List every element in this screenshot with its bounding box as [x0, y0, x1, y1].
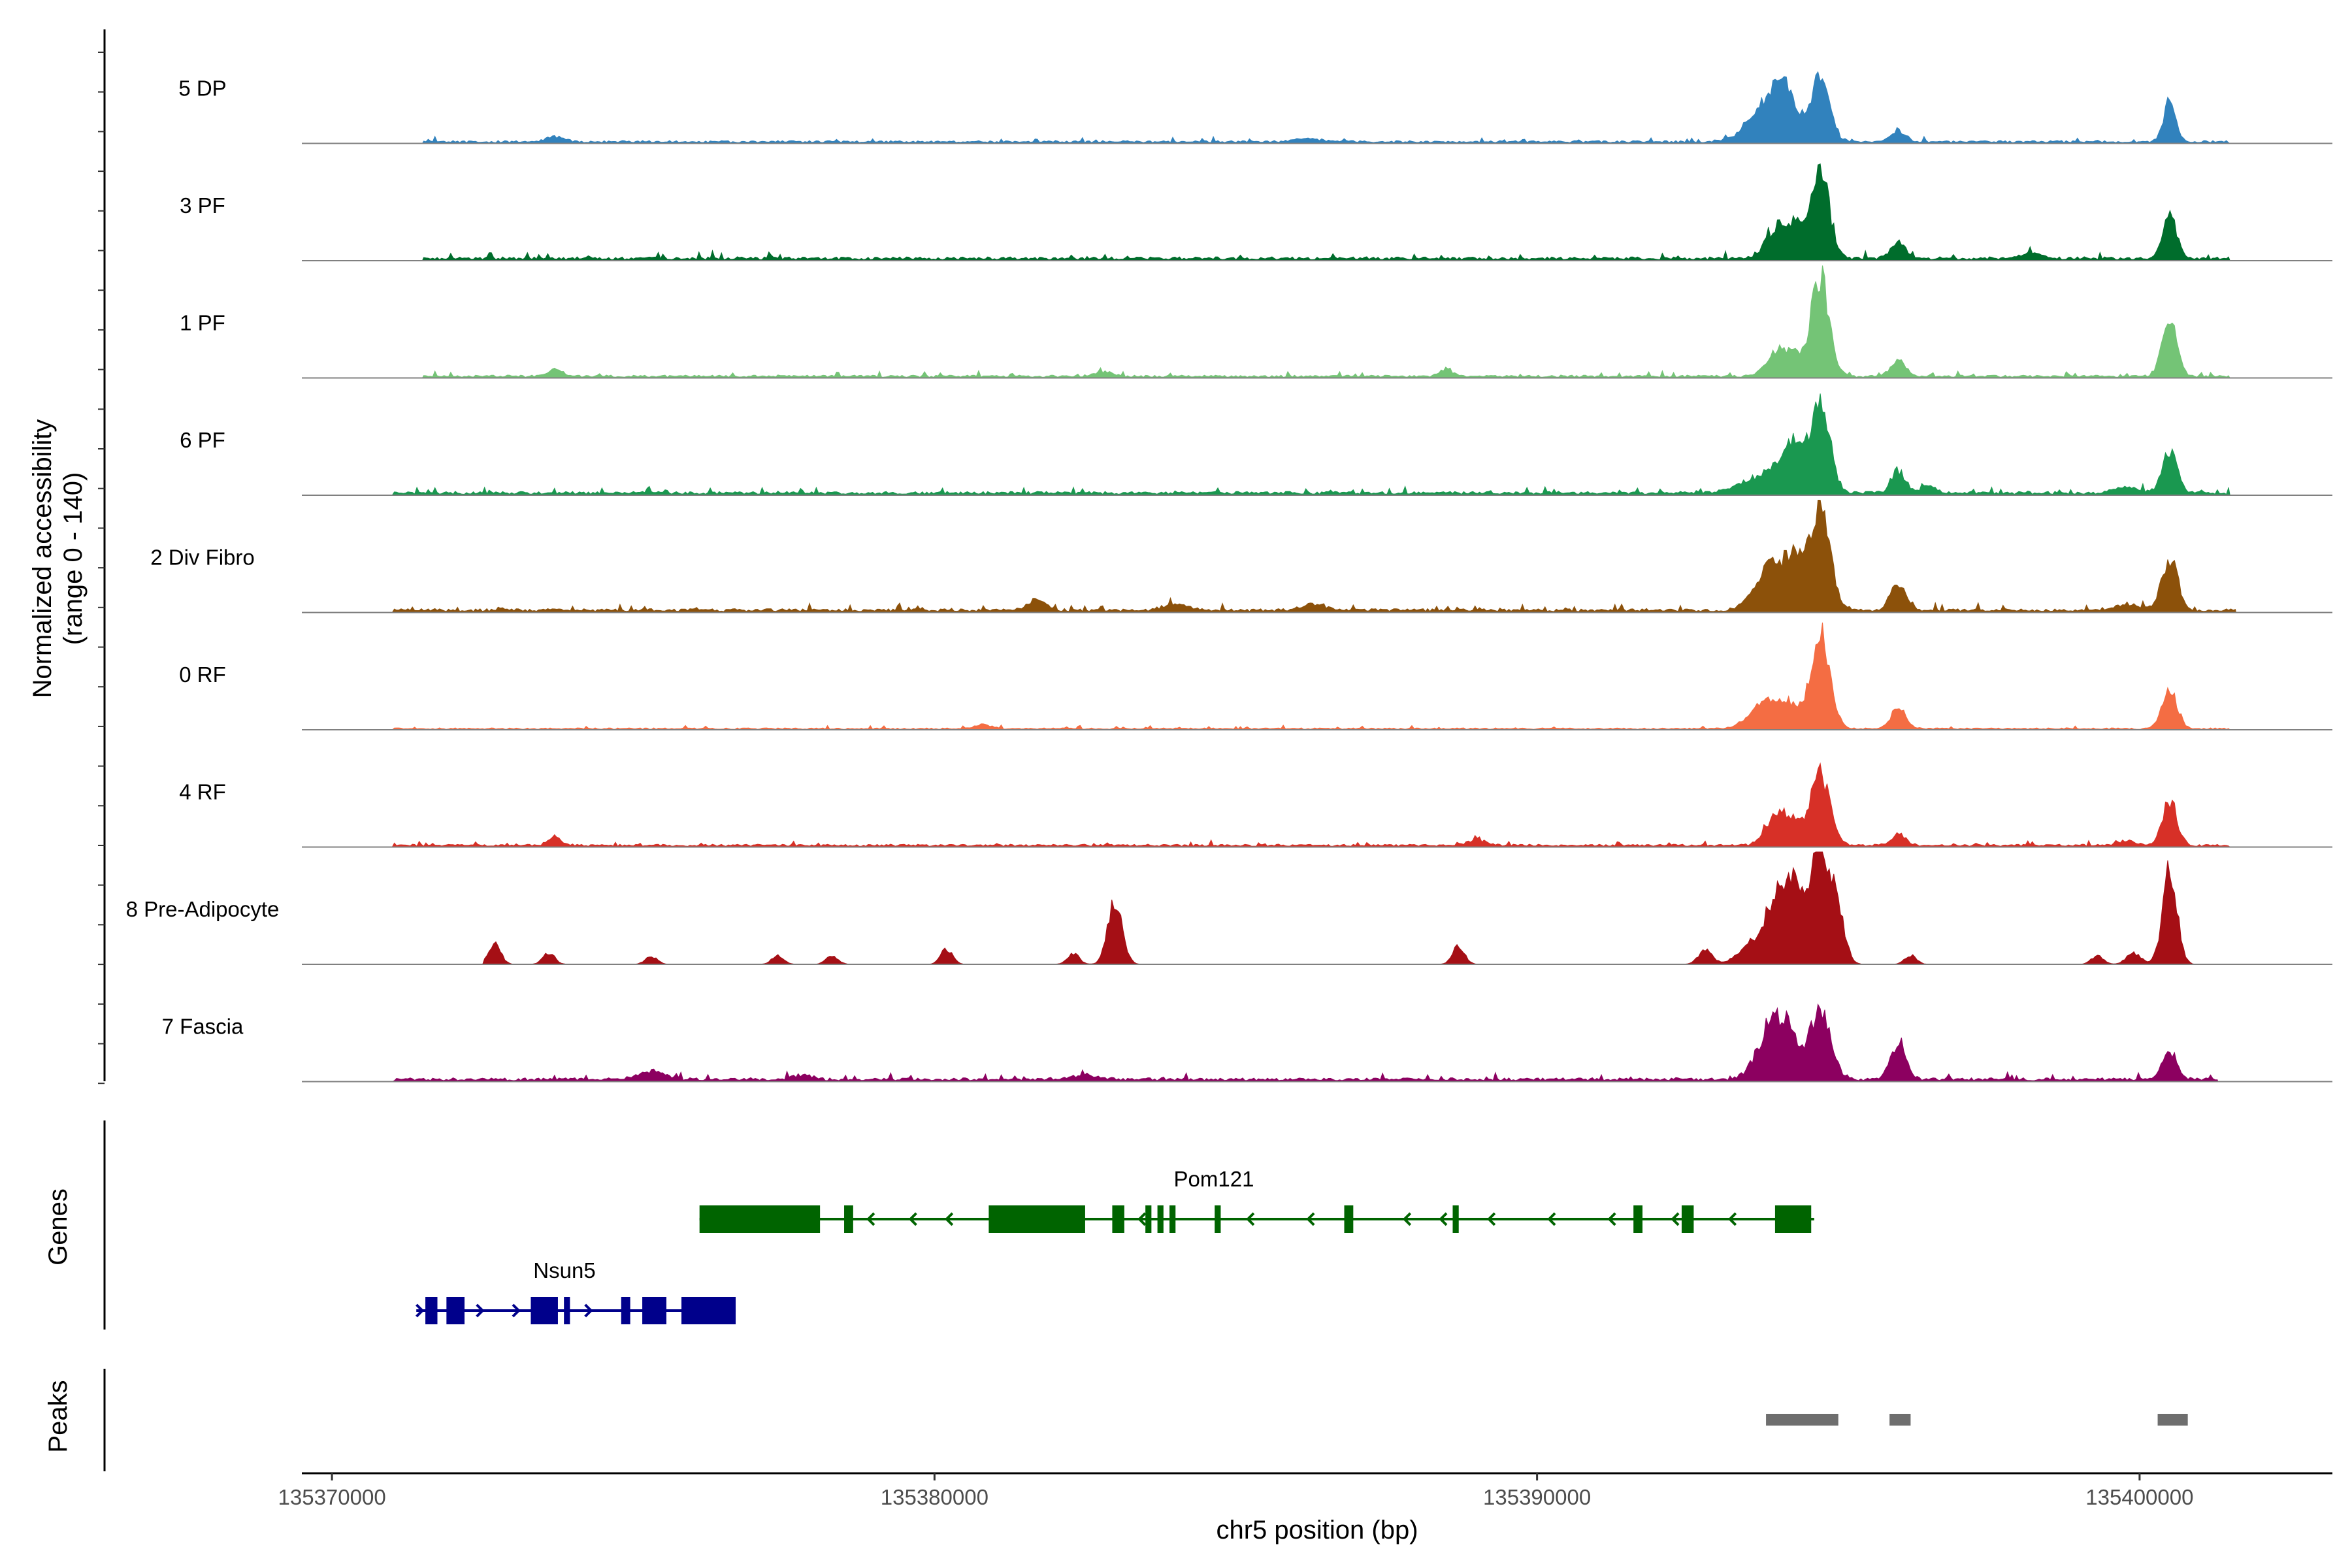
- x-axis: 135370000 135380000 135390000 135400000: [278, 1472, 2332, 1509]
- track-label-8: 7 Fascia: [162, 1015, 244, 1039]
- gene-label-Nsun5: Nsun5: [533, 1258, 595, 1282]
- track-label-3: 6 PF: [180, 428, 225, 452]
- exon-Nsun5-0: [425, 1297, 438, 1324]
- exon-Pom121-0: [699, 1205, 821, 1233]
- exon-Nsun5-1: [446, 1297, 465, 1324]
- x-axis-title: chr5 position (bp): [1216, 1516, 1418, 1544]
- exon-Nsun5-3: [564, 1297, 570, 1324]
- strand-arrow-Nsun5-1: [476, 1303, 485, 1318]
- peak-region-0: [1766, 1414, 1838, 1426]
- strand-arrow-Pom121-12: [1727, 1212, 1737, 1226]
- genes-panel: Pom121 Nsun5: [103, 1120, 1814, 1330]
- exon-Pom121-3: [1112, 1205, 1124, 1233]
- exon-Nsun5-2: [531, 1297, 558, 1324]
- strand-arrow-Pom121-5: [1306, 1212, 1315, 1226]
- track-label-4: 2 Div Fibro: [150, 546, 255, 570]
- coverage-area-4: [391, 500, 2237, 613]
- coverage-area-2: [421, 265, 2231, 378]
- strand-arrow-Nsun5-2: [512, 1303, 521, 1318]
- genes-axis-title: Genes: [44, 1188, 73, 1266]
- x-tick-label-3: 135400000: [2085, 1485, 2193, 1509]
- peak-region-1: [1889, 1414, 1911, 1426]
- strand-arrow-Pom121-9: [1547, 1212, 1556, 1226]
- exon-Nsun5-5: [642, 1297, 666, 1324]
- gene-label-Pom121: Pom121: [1174, 1167, 1254, 1191]
- strand-arrow-Pom121-3: [1137, 1212, 1147, 1226]
- exon-Pom121-9: [1452, 1205, 1459, 1233]
- x-tick-label-2: 135390000: [1483, 1485, 1591, 1509]
- exon-Pom121-7: [1215, 1205, 1221, 1233]
- track-label-5: 0 RF: [179, 662, 226, 687]
- exon-Pom121-10: [1633, 1205, 1643, 1233]
- exon-Pom121-2: [988, 1205, 1085, 1233]
- exon-Pom121-4: [1145, 1205, 1152, 1233]
- coverage-area-8: [392, 1003, 2219, 1082]
- peaks-axis-title: Peaks: [44, 1380, 73, 1452]
- coverage-area-1: [421, 163, 2230, 261]
- exon-Pom121-12: [1774, 1205, 1812, 1233]
- strand-arrow-Nsun5-3: [584, 1303, 593, 1318]
- y-axis-range: (range 0 - 140): [59, 472, 88, 645]
- track-label-1: 3 PF: [180, 193, 225, 218]
- coverage-area-6: [391, 762, 2231, 847]
- peaks-panel: [103, 1369, 2188, 1471]
- peak-region-2: [2157, 1414, 2188, 1426]
- coverage-area-5: [391, 622, 2231, 730]
- strand-arrow-Pom121-8: [1487, 1212, 1496, 1226]
- exon-Pom121-1: [844, 1205, 853, 1233]
- exon-Pom121-6: [1169, 1205, 1176, 1233]
- strand-arrow-Pom121-4: [1246, 1212, 1255, 1226]
- strand-arrow-Pom121-0: [866, 1212, 875, 1226]
- strand-arrow-Pom121-7: [1439, 1212, 1448, 1226]
- y-axis-title: Normalized accessibility: [28, 419, 57, 698]
- strand-arrow-Pom121-2: [944, 1212, 954, 1226]
- coverage-area-3: [391, 393, 2230, 496]
- exon-Nsun5-6: [681, 1297, 736, 1324]
- strand-arrow-Pom121-10: [1607, 1212, 1616, 1226]
- strand-arrow-Nsun5-0: [416, 1303, 425, 1318]
- coverage-y-axis: [98, 29, 106, 1085]
- coverage-tracks: [302, 71, 2332, 1083]
- track-labels: 5 DP 3 PF 1 PF 6 PF 2 Div Fibro 0 RF 4 RF 8 Pre…: [126, 76, 280, 1039]
- x-tick-label-1: 135380000: [881, 1485, 988, 1509]
- exon-Pom121-11: [1681, 1205, 1694, 1233]
- track-label-6: 4 RF: [179, 780, 226, 804]
- track-label-7: 8 Pre-Adipocyte: [126, 897, 280, 921]
- exon-Pom121-5: [1157, 1205, 1164, 1233]
- strand-arrow-Pom121-6: [1402, 1212, 1412, 1226]
- x-tick-label-0: 135370000: [278, 1485, 386, 1509]
- exon-Pom121-8: [1344, 1205, 1354, 1233]
- strand-arrow-Pom121-1: [908, 1212, 917, 1226]
- coverage-area-0: [421, 71, 2232, 144]
- coverage-area-7: [482, 851, 2230, 965]
- track-label-2: 1 PF: [180, 311, 225, 335]
- strand-arrow-Pom121-11: [1671, 1212, 1680, 1226]
- track-label-0: 5 DP: [178, 76, 226, 101]
- exon-Nsun5-4: [621, 1297, 630, 1324]
